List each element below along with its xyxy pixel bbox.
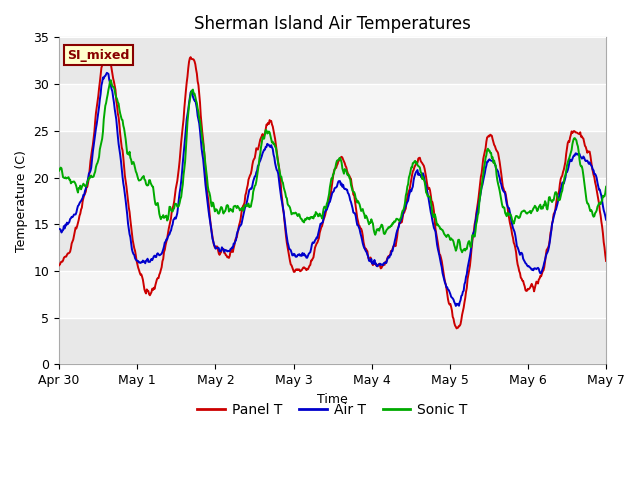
Bar [59,131,606,178]
Sonic T [602,184,610,190]
Air T [55,226,63,232]
Air T [103,70,111,76]
Bar [59,224,606,271]
Air T [229,245,237,251]
Sonic T [550,197,557,203]
Air T [190,96,198,102]
Sonic T [55,168,63,173]
Sonic T [458,250,466,255]
Panel T [190,57,198,62]
Sonic T [190,91,198,97]
Line: Air T: Air T [59,73,606,306]
Panel T [602,258,610,264]
Y-axis label: Temperature (C): Temperature (C) [15,150,28,252]
Sonic T [210,204,218,210]
Panel T [483,139,490,144]
Panel T [415,155,423,161]
Panel T [550,211,557,217]
Bar [59,37,606,84]
Panel T [55,263,63,268]
Air T [415,170,423,176]
Panel T [210,242,218,248]
X-axis label: Time: Time [317,393,348,406]
Sonic T [229,209,237,215]
Air T [483,163,490,168]
Sonic T [483,152,490,158]
Bar [59,271,606,318]
Panel T [229,249,237,255]
Line: Sonic T: Sonic T [59,80,606,252]
Panel T [452,325,460,331]
Air T [550,214,557,220]
Panel T [102,52,109,58]
Line: Panel T: Panel T [59,55,606,328]
Title: Sherman Island Air Temperatures: Sherman Island Air Temperatures [194,15,471,33]
Air T [210,242,218,248]
Air T [602,217,610,223]
Bar [59,318,606,364]
Bar [59,84,606,131]
Sonic T [107,77,115,83]
Bar [59,178,606,224]
Sonic T [415,164,423,169]
Text: SI_mixed: SI_mixed [67,48,130,61]
Air T [452,303,460,309]
Legend: Panel T, Air T, Sonic T: Panel T, Air T, Sonic T [192,398,474,423]
